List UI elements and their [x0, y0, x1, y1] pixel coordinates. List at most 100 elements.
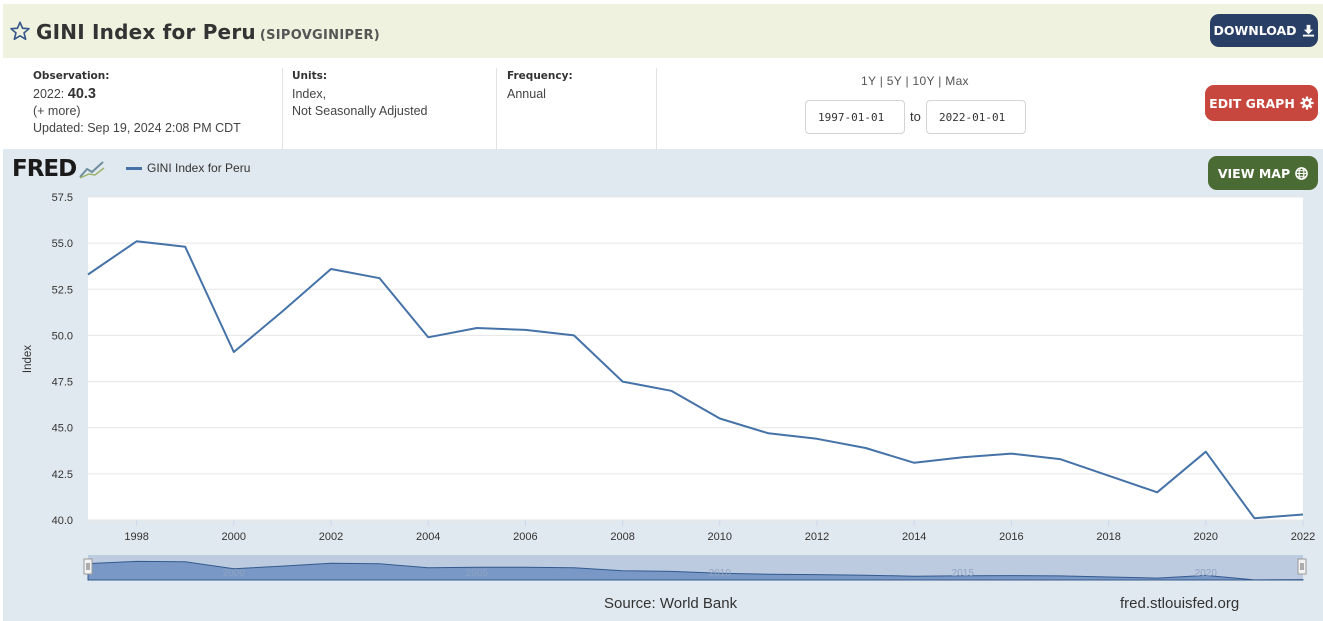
navigator-area — [87, 560, 1304, 581]
fred-url[interactable]: fred.stlouisfed.org — [1120, 595, 1240, 612]
legend-swatch — [126, 166, 142, 170]
star-icon[interactable] — [9, 20, 31, 42]
data-point — [1107, 474, 1110, 477]
data-point — [281, 310, 284, 313]
frequency-value: Annual — [507, 87, 546, 101]
x-tick-label: 2014 — [902, 531, 926, 543]
download-label: DOWNLOAD — [1213, 23, 1297, 38]
updated-timestamp: Updated: Sep 19, 2024 2:08 PM CDT — [33, 121, 241, 135]
navigator-tick-label: 2020 — [1195, 568, 1218, 579]
data-point — [816, 437, 819, 440]
units-label: Units: — [292, 70, 328, 82]
series-group — [87, 240, 1304, 520]
observation-value: 40.3 — [67, 86, 96, 102]
observation-line: 2022: 40.3 — [33, 86, 241, 103]
chart-legend[interactable]: GINI Index for Peru — [126, 161, 250, 175]
line-chart[interactable]: 40.0 42.5 45.0 47.5 50.0 52.5 55.0 57.5 1998 200… — [3, 149, 1323, 589]
range-5y-button[interactable]: 5Y — [886, 74, 902, 88]
globe-icon — [1295, 166, 1308, 180]
x-tick-label: 2008 — [610, 531, 634, 543]
legend-label: GINI Index for Peru — [147, 161, 251, 175]
divider — [656, 68, 657, 149]
more-observations-link[interactable]: (+ more) — [33, 104, 81, 118]
end-date-input[interactable]: 2022-01-01 — [926, 100, 1026, 134]
navigator-tick-label: 2010 — [709, 568, 732, 579]
view-map-button[interactable]: VIEW MAP — [1208, 156, 1318, 190]
data-point — [961, 456, 964, 459]
x-tick-label: 2010 — [708, 531, 732, 543]
data-point — [1059, 458, 1062, 461]
data-point — [87, 273, 90, 276]
y-tick-label: 50.0 — [52, 330, 73, 342]
x-tick-label: 2012 — [805, 531, 829, 543]
fred-logo-text: FRED — [12, 156, 77, 182]
data-point — [913, 461, 916, 464]
data-point — [1253, 517, 1256, 520]
range-max-button[interactable]: Max — [945, 74, 969, 88]
navigator-tick-label: 2015 — [952, 568, 975, 579]
plot-area — [88, 197, 1303, 520]
divider — [282, 68, 283, 149]
x-tick-label: 1998 — [124, 531, 148, 543]
data-point — [330, 267, 333, 270]
view-map-label: VIEW MAP — [1217, 165, 1291, 181]
download-button[interactable]: DOWNLOAD — [1210, 14, 1318, 47]
edit-graph-button[interactable]: EDIT GRAPH — [1205, 85, 1318, 121]
data-point — [135, 240, 138, 243]
units-line-2: Not Seasonally Adjusted — [292, 104, 428, 118]
navigator-tick-label: 2005 — [466, 568, 489, 579]
y-tick-label: 47.5 — [52, 377, 73, 389]
x-tick-label: 2006 — [513, 531, 537, 543]
data-point — [1156, 491, 1159, 494]
navigator-left-handle[interactable] — [83, 558, 93, 575]
series-title: GINI Index for Peru — [36, 20, 256, 44]
data-point — [1010, 452, 1013, 455]
observation-year: 2022: — [33, 87, 65, 101]
navigator-ticks: 2000 2005 2010 2015 2020 — [223, 568, 1218, 579]
range-separator: | — [879, 74, 884, 88]
series-header: GINI Index for Peru (SIPOVGINIPER) DOWNLO… — [3, 4, 1323, 58]
gear-icon — [1300, 96, 1314, 110]
range-selector: 1Y | 5Y | 10Y | Max — [861, 74, 969, 88]
data-point — [573, 334, 576, 337]
edit-graph-label: EDIT GRAPH — [1209, 95, 1295, 111]
data-point — [184, 245, 187, 248]
range-navigator[interactable]: 2000 2005 2010 2015 2020 — [83, 555, 1307, 581]
y-tick-label: 42.5 — [52, 469, 73, 481]
download-icon — [1302, 24, 1314, 37]
range-separator: | — [905, 74, 909, 88]
x-tick-label: 2018 — [1096, 531, 1120, 543]
trend-chart-icon — [79, 161, 105, 179]
fred-logo: FRED — [12, 156, 105, 182]
x-tick-label: 2016 — [999, 531, 1023, 543]
series-id: (SIPOVGINIPER) — [259, 28, 381, 43]
observation-label: Observation: — [33, 70, 110, 82]
navigator-right-handle[interactable] — [1297, 558, 1307, 575]
start-date-input[interactable]: 1997-01-01 — [805, 100, 905, 134]
navigator-series — [87, 560, 1304, 581]
series-line — [87, 240, 1304, 520]
y-axis-label: Index — [22, 345, 34, 373]
data-point — [524, 328, 527, 331]
data-point — [767, 432, 770, 435]
observation-block: Observation: 2022: 40.3 (+ more) Updated… — [33, 68, 241, 137]
x-tick-label: 2002 — [319, 531, 343, 543]
data-point — [1204, 450, 1207, 453]
y-tick-label: 57.5 — [52, 192, 73, 204]
frequency-label: Frequency: — [507, 70, 573, 82]
x-tick-label: 2004 — [416, 531, 440, 543]
units-line-1: Index, — [292, 87, 327, 101]
y-axis-ticks: 40.0 42.5 45.0 47.5 50.0 52.5 55.0 57.5 — [52, 192, 73, 527]
x-tick-label: 2022 — [1291, 531, 1315, 543]
data-point — [670, 389, 673, 392]
range-10y-button[interactable]: 10Y — [912, 74, 935, 88]
navigator-tick-label: 2000 — [223, 568, 246, 579]
range-separator: | — [938, 74, 942, 88]
data-point — [864, 447, 867, 450]
x-axis-ticks: 1998 2000 2002 2004 2006 2008 2010 2012 2014 2016… — [124, 520, 1315, 543]
page-title: GINI Index for Peru (SIPOVGINIPER) — [36, 20, 380, 44]
frequency-block: Frequency: Annual — [507, 68, 573, 103]
y-tick-label: 52.5 — [52, 284, 73, 296]
range-1y-button[interactable]: 1Y — [861, 74, 877, 88]
units-block: Units: Index, Not Seasonally Adjusted — [292, 68, 428, 120]
